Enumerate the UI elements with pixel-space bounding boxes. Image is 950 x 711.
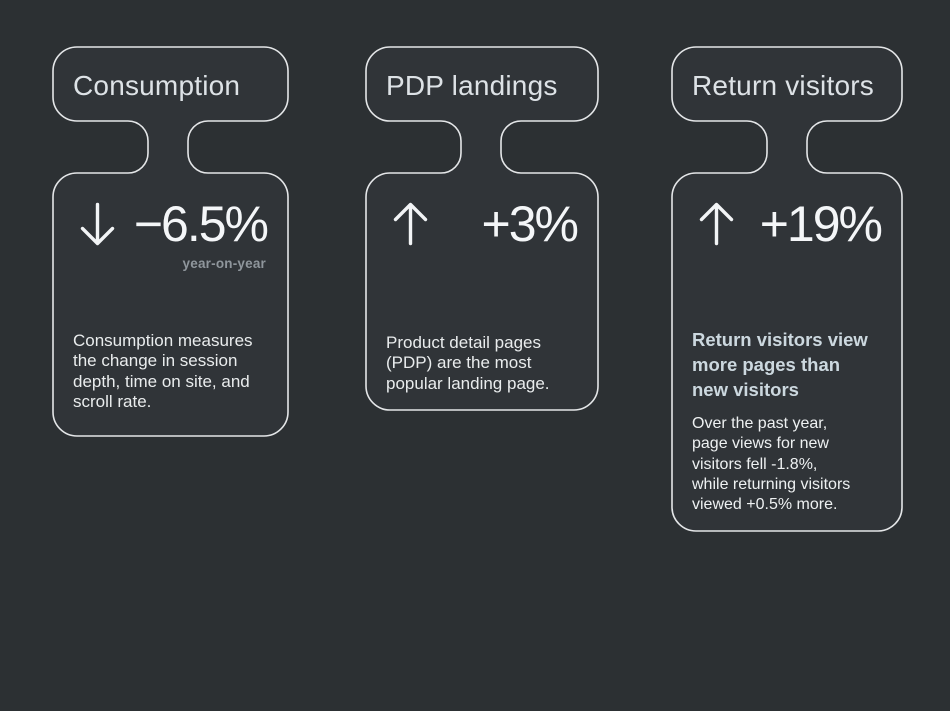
stat-card-pdp-landings: PDP landings +3% Product detail pages (P… xyxy=(365,46,599,412)
stat-card-consumption: Consumption −6.5% year-on-year Consumpti… xyxy=(52,46,289,438)
description-line: the change in session xyxy=(73,351,238,371)
description-line: depth, time on site, and xyxy=(73,371,250,391)
metric-row: +19% xyxy=(671,198,903,250)
description-line: visitors fell -1.8%, xyxy=(692,455,818,473)
description-line: Over the past year, xyxy=(692,415,828,432)
description-line: viewed +0.5% more. xyxy=(692,496,838,514)
arrow-up-icon xyxy=(393,202,428,246)
description-line: (PDP) are the most xyxy=(386,353,532,373)
card-description: Over the past year, page views for new v… xyxy=(692,414,891,515)
description-line: page views for new xyxy=(692,435,829,453)
card-outline-shape xyxy=(671,46,903,532)
metric-row: −6.5% xyxy=(52,198,289,250)
heading-line: Return visitors view xyxy=(692,329,868,350)
stat-card-return-visitors: Return visitors +19% Return visitors vie… xyxy=(671,46,903,533)
card-outline-shape xyxy=(365,46,599,411)
card-title: Return visitors xyxy=(692,69,874,101)
metric-value: −6.5% xyxy=(133,196,269,252)
description-line: Consumption measures xyxy=(73,331,253,350)
description-line: scroll rate. xyxy=(73,392,152,412)
arrow-down-icon xyxy=(80,202,115,246)
card-description: Consumption measures the change in sessi… xyxy=(73,331,277,413)
arrow-up-icon xyxy=(699,202,734,246)
card-heading: Return visitors view more pages than new… xyxy=(692,327,893,402)
metric-row: +3% xyxy=(365,198,599,250)
heading-line: new visitors xyxy=(692,379,799,400)
card-description: Product detail pages (PDP) are the most … xyxy=(386,333,587,394)
metric-value: +3% xyxy=(481,196,579,252)
metric-sublabel: year-on-year xyxy=(182,256,266,271)
card-title: Consumption xyxy=(73,69,241,101)
description-line: Product detail pages xyxy=(386,333,541,352)
heading-line: more pages than xyxy=(692,354,841,375)
card-title: PDP landings xyxy=(386,69,558,101)
description-line: popular landing page. xyxy=(386,373,550,393)
description-line: while returning visitors xyxy=(692,475,851,493)
metric-value: +19% xyxy=(759,196,883,252)
card-outline-shape xyxy=(52,46,289,437)
